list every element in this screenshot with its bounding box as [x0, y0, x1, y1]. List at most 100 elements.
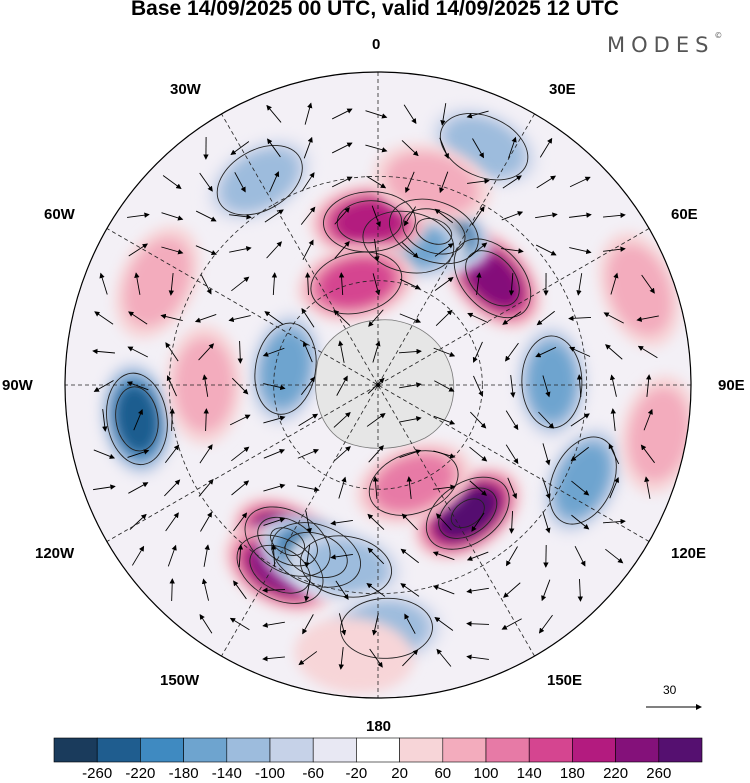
wind-vector-184 — [263, 517, 286, 526]
wind-vector-40 — [434, 208, 453, 224]
wind-vector-14 — [439, 137, 449, 159]
wind-vector-204 — [432, 551, 455, 561]
wind-vector-148 — [164, 444, 180, 464]
wind-vector-190 — [471, 512, 485, 532]
wind-vector-88 — [435, 309, 453, 327]
wind-vector-161 — [608, 443, 620, 465]
wind-vector-44 — [569, 212, 592, 218]
wind-vector-115 — [202, 374, 209, 397]
wind-vector-78 — [94, 311, 114, 325]
wind-vector-30 — [569, 176, 591, 188]
anomaly-9 — [246, 309, 325, 429]
wind-vector-68 — [338, 272, 345, 296]
wind-vector-201 — [330, 553, 353, 560]
contour-8-0 — [106, 372, 168, 466]
wind-vector-13 — [401, 140, 419, 157]
contour-22-0 — [368, 450, 459, 516]
contour-6-1 — [336, 200, 403, 244]
wind-vector-118 — [300, 376, 316, 396]
contour-4-0 — [389, 198, 479, 265]
wind-vector-34 — [229, 214, 252, 220]
wind-vector-4 — [403, 104, 417, 125]
wind-vector-29 — [536, 175, 557, 189]
wind-vector-197 — [203, 544, 210, 567]
anomaly-20 — [598, 231, 681, 348]
wind-vector-220 — [503, 582, 521, 598]
wind-vector-89 — [467, 312, 489, 324]
anomaly-23 — [294, 617, 415, 694]
wind-vector-123 — [473, 375, 484, 397]
colorbar-swatch-8 — [399, 737, 444, 763]
wind-vector-82 — [228, 315, 251, 323]
wind-vector-238 — [402, 649, 419, 667]
colorbar — [53, 737, 703, 763]
wind-vector-206 — [506, 546, 518, 567]
wind-vector-11 — [331, 142, 353, 154]
wind-vector-56 — [469, 242, 488, 258]
colorbar-swatch-1 — [96, 737, 141, 763]
wind-vector-48 — [195, 245, 217, 256]
wind-vector-200 — [304, 545, 311, 568]
wind-vector-75 — [576, 273, 583, 296]
wind-vector-236 — [338, 647, 344, 670]
wind-vector-138 — [399, 416, 422, 423]
contour-7-0 — [310, 251, 403, 315]
wind-vector-112 — [93, 380, 114, 392]
wind-vector-77 — [641, 274, 655, 294]
wind-vector-98 — [198, 343, 215, 361]
lon-label-180: 180 — [366, 718, 392, 735]
contour-4-1 — [402, 208, 466, 255]
contour-2-1 — [438, 487, 498, 539]
wind-vector-3 — [365, 110, 388, 119]
wind-vector-83 — [264, 311, 284, 325]
wind-vector-21 — [269, 171, 280, 193]
wind-vector-122 — [434, 380, 455, 392]
wind-vector-42 — [501, 211, 524, 221]
wind-vector-226 — [302, 614, 314, 635]
lon-label-150e: 150E — [547, 672, 583, 689]
wind-vector-156 — [433, 450, 456, 459]
wind-vector-86 — [368, 309, 384, 327]
colorbar-label-6: -20 — [345, 765, 368, 782]
wind-vector-110 — [605, 344, 623, 360]
wind-vector-0 — [266, 104, 282, 123]
wind-vector-100 — [262, 347, 285, 357]
wind-vector-94 — [636, 315, 659, 322]
wind-vector-6 — [466, 110, 489, 119]
antarctica-landmass — [315, 319, 455, 449]
wind-vector-130 — [133, 409, 143, 431]
wind-vector-15 — [472, 138, 484, 159]
wind-vector-101 — [302, 341, 313, 363]
wind-vector-76 — [610, 272, 619, 295]
wind-vector-2 — [331, 108, 353, 120]
wind-vector-58 — [535, 244, 557, 256]
wind-vector-37 — [334, 207, 350, 225]
wind-vector-128 — [645, 374, 652, 397]
wind-vector-168 — [263, 483, 286, 492]
wind-vector-234 — [262, 655, 285, 662]
wind-vector-147 — [127, 449, 150, 458]
wind-vector-216 — [366, 583, 386, 597]
colorbar-swatch-2 — [140, 737, 184, 763]
anomaly-13 — [540, 423, 626, 538]
wind-vector-1 — [304, 102, 313, 125]
wind-vector-36 — [300, 206, 316, 225]
wind-vector-72 — [476, 272, 482, 295]
wind-vector-124 — [510, 375, 516, 398]
wind-vector-59 — [569, 247, 592, 255]
wind-vector-163 — [93, 484, 116, 491]
colorbar-swatch-12 — [572, 737, 616, 763]
anomaly-21 — [619, 375, 691, 494]
wind-vector-227 — [338, 613, 347, 636]
wind-vector-191 — [508, 510, 515, 534]
wind-vector-167 — [231, 480, 250, 496]
wind-vector-239 — [436, 648, 452, 667]
wind-vector-79 — [128, 311, 148, 325]
wind-vector-106 — [472, 341, 483, 363]
contour-10-1 — [284, 531, 348, 578]
wind-vector-67 — [305, 272, 311, 296]
colorbar-label-11: 180 — [559, 765, 585, 782]
contour-2-2 — [450, 498, 485, 529]
wind-vector-228 — [371, 613, 379, 636]
wind-vector-145 — [643, 408, 653, 431]
